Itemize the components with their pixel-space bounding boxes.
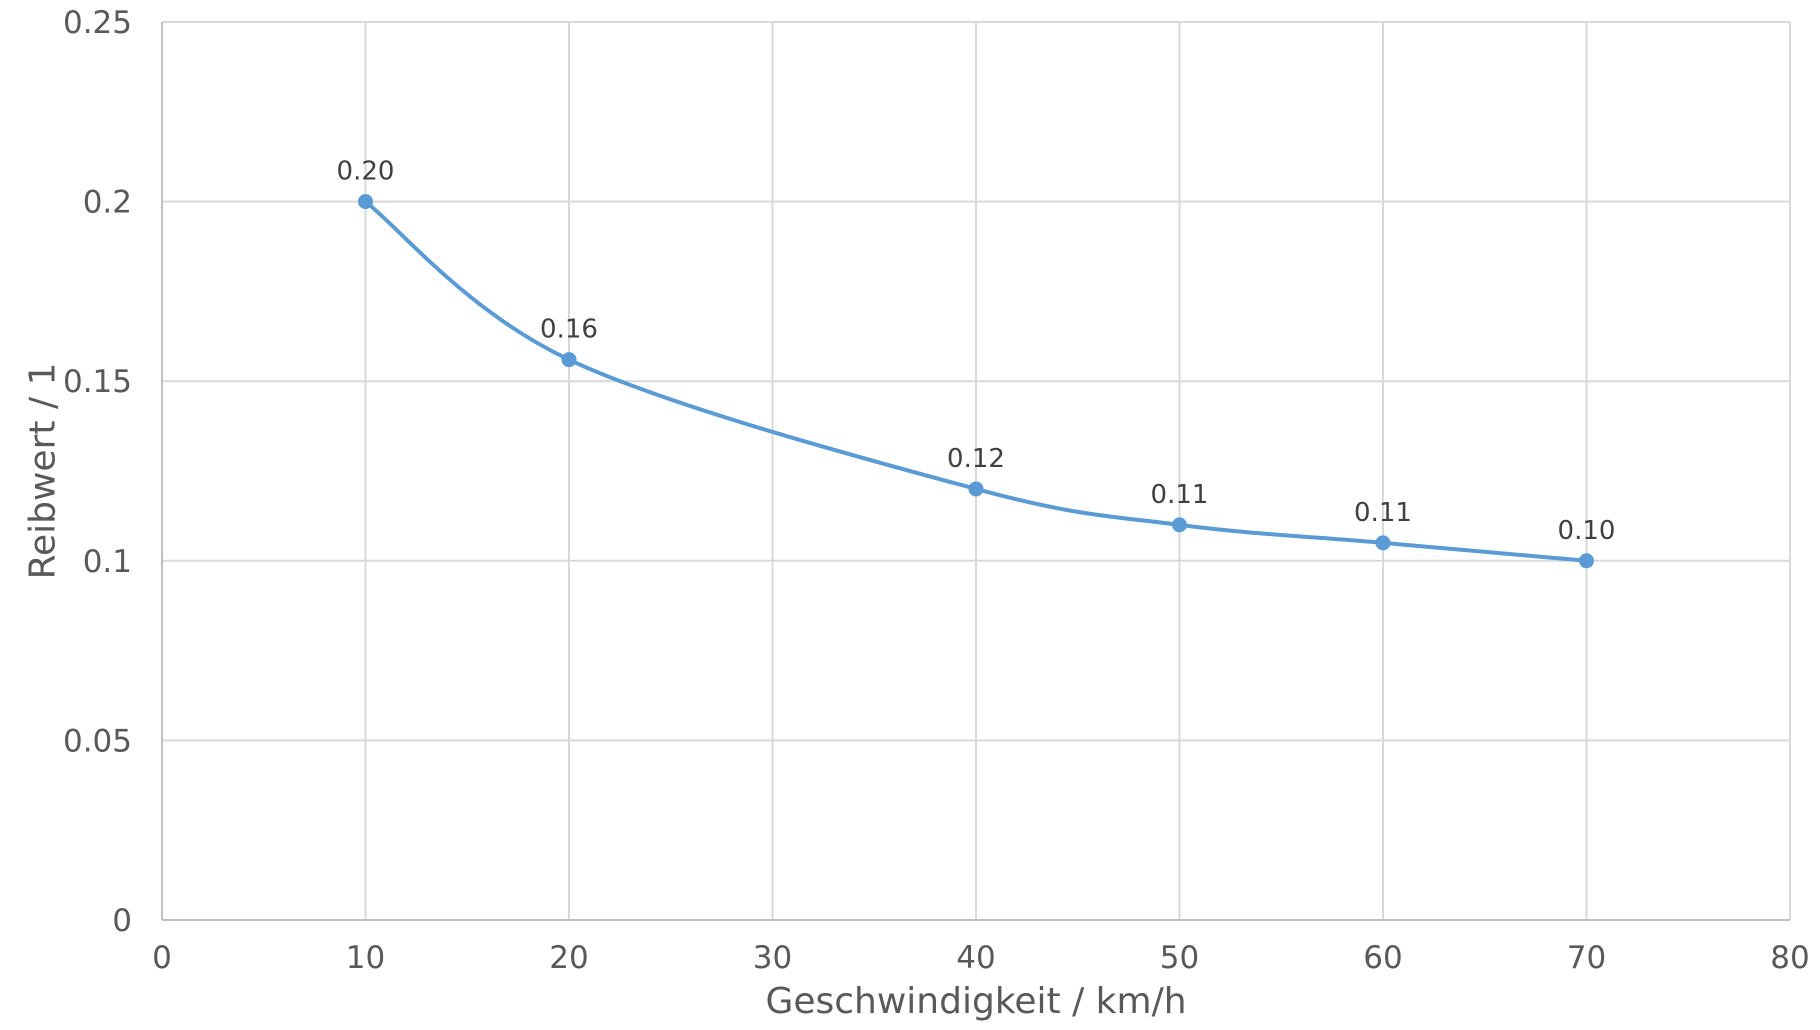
- data-label: 0.16: [540, 315, 598, 345]
- y-tick-label: 0.1: [83, 544, 132, 580]
- x-tick-label: 50: [1160, 940, 1199, 976]
- y-tick-label: 0.05: [63, 723, 132, 759]
- gridlines: [162, 21, 1791, 920]
- data-label: 0.11: [1354, 498, 1412, 528]
- y-tick-label: 0: [112, 903, 132, 939]
- y-tick-label: 0.2: [83, 185, 132, 221]
- data-label: 0.12: [947, 444, 1005, 474]
- x-tick-label: 40: [956, 940, 995, 976]
- x-tick-label: 80: [1770, 940, 1809, 976]
- x-axis-title: Geschwindigkeit / km/h: [765, 981, 1186, 1022]
- data-label: 0.20: [337, 157, 395, 187]
- x-tick-label: 10: [346, 940, 385, 976]
- y-axis-title: Reibwert / 1: [23, 363, 64, 580]
- x-tick-label: 70: [1567, 940, 1606, 976]
- data-point: [561, 352, 577, 368]
- data-label: 0.10: [1558, 516, 1616, 546]
- data-point: [1579, 553, 1594, 569]
- series: [358, 194, 1594, 569]
- axes: 0 10 20 30 40 50 60 70 80 0 0.05 0.1 0.15 0.2 0.25: [63, 5, 1810, 976]
- x-tick-label: 60: [1363, 940, 1402, 976]
- y-tick-label: 0.15: [63, 364, 132, 400]
- x-tick-label: 30: [753, 940, 792, 976]
- data-point: [1375, 535, 1391, 551]
- y-tick-label: 0.25: [63, 5, 132, 41]
- data-point: [358, 194, 373, 210]
- x-tick-label: 20: [549, 940, 588, 976]
- data-labels: 0.20 0.16 0.12 0.11 0.11 0.10: [337, 157, 1616, 546]
- data-label: 0.11: [1151, 480, 1209, 510]
- x-tick-label: 0: [152, 940, 172, 976]
- data-point: [968, 481, 984, 497]
- data-point: [1172, 517, 1187, 533]
